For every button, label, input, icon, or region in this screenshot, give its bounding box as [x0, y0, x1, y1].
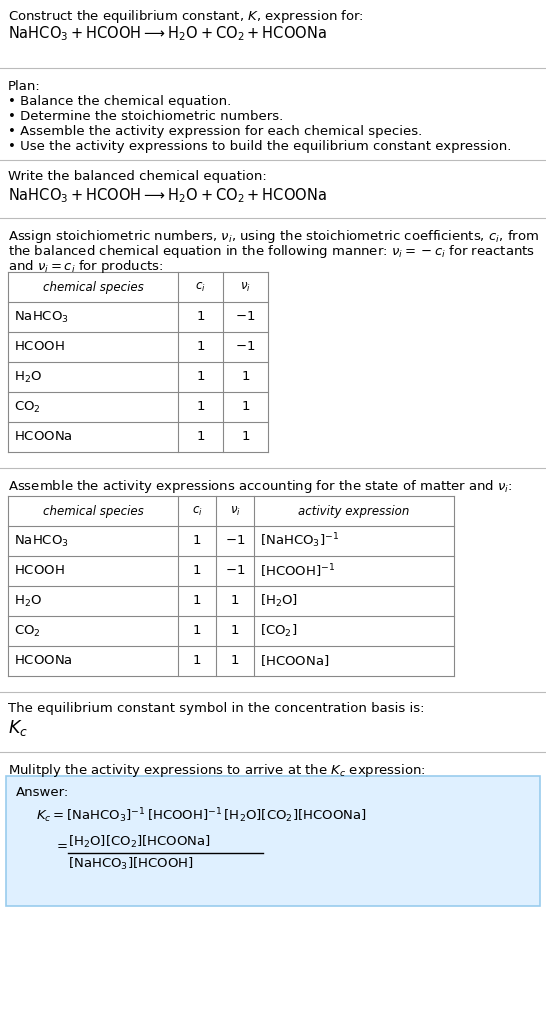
Text: 1: 1 — [196, 370, 205, 384]
Text: $[\mathrm{NaHCO_3}]^{-1}$: $[\mathrm{NaHCO_3}]^{-1}$ — [260, 532, 339, 551]
Text: 1: 1 — [193, 534, 201, 547]
Text: activity expression: activity expression — [298, 504, 410, 518]
Text: • Determine the stoichiometric numbers.: • Determine the stoichiometric numbers. — [8, 110, 283, 123]
Text: 1: 1 — [241, 400, 250, 413]
Text: 1: 1 — [193, 655, 201, 667]
Text: $[\mathrm{H_2O}]$: $[\mathrm{H_2O}]$ — [260, 593, 298, 609]
Text: $-1$: $-1$ — [235, 310, 256, 324]
Text: the balanced chemical equation in the following manner: $\nu_i = -c_i$ for react: the balanced chemical equation in the fo… — [8, 243, 535, 260]
Text: $\mathrm{HCOOH}$: $\mathrm{HCOOH}$ — [14, 340, 64, 354]
Text: $\mathrm{CO_2}$: $\mathrm{CO_2}$ — [14, 624, 41, 638]
Text: 1: 1 — [241, 431, 250, 443]
Text: $\mathrm{NaHCO_3 + HCOOH} \longrightarrow \mathrm{H_2O + CO_2 + HCOONa}$: $\mathrm{NaHCO_3 + HCOOH} \longrightarro… — [8, 186, 327, 205]
Text: $\mathrm{NaHCO_3}$: $\mathrm{NaHCO_3}$ — [14, 533, 69, 548]
Text: $\mathrm{H_2O}$: $\mathrm{H_2O}$ — [14, 594, 42, 608]
Text: 1: 1 — [196, 310, 205, 324]
Text: $[\mathrm{NaHCO_3}][\mathrm{HCOOH}]$: $[\mathrm{NaHCO_3}][\mathrm{HCOOH}]$ — [68, 856, 194, 872]
Text: $\mathrm{HCOOH}$: $\mathrm{HCOOH}$ — [14, 565, 64, 577]
Text: $K_c = [\mathrm{NaHCO_3}]^{-1}\,[\mathrm{HCOOH}]^{-1}\,[\mathrm{H_2O}][\mathrm{C: $K_c = [\mathrm{NaHCO_3}]^{-1}\,[\mathrm… — [36, 806, 367, 825]
Text: 1: 1 — [196, 340, 205, 354]
Text: 1: 1 — [193, 625, 201, 637]
Text: $-1$: $-1$ — [225, 534, 245, 547]
Text: $[\mathrm{HCOONa}]$: $[\mathrm{HCOONa}]$ — [260, 654, 329, 668]
Text: $\mathrm{HCOONa}$: $\mathrm{HCOONa}$ — [14, 431, 73, 443]
Text: • Balance the chemical equation.: • Balance the chemical equation. — [8, 95, 232, 108]
Text: 1: 1 — [196, 400, 205, 413]
Text: $c_i$: $c_i$ — [195, 280, 206, 294]
Text: $\nu_i$: $\nu_i$ — [230, 504, 240, 518]
Text: • Use the activity expressions to build the equilibrium constant expression.: • Use the activity expressions to build … — [8, 140, 512, 153]
FancyBboxPatch shape — [6, 776, 540, 906]
Text: Plan:: Plan: — [8, 80, 41, 93]
Text: $[\mathrm{CO_2}]$: $[\mathrm{CO_2}]$ — [260, 623, 298, 639]
Text: $[\mathrm{H_2O}][\mathrm{CO_2}][\mathrm{HCOONa}]$: $[\mathrm{H_2O}][\mathrm{CO_2}][\mathrm{… — [68, 834, 211, 851]
Text: $K_c$: $K_c$ — [8, 718, 28, 738]
Text: $\mathrm{CO_2}$: $\mathrm{CO_2}$ — [14, 399, 41, 414]
Text: 1: 1 — [241, 370, 250, 384]
Text: Assign stoichiometric numbers, $\nu_i$, using the stoichiometric coefficients, $: Assign stoichiometric numbers, $\nu_i$, … — [8, 228, 539, 245]
Text: 1: 1 — [231, 625, 239, 637]
Text: Assemble the activity expressions accounting for the state of matter and $\nu_i$: Assemble the activity expressions accoun… — [8, 478, 513, 495]
Text: $\mathrm{NaHCO_3}$: $\mathrm{NaHCO_3}$ — [14, 309, 69, 325]
Text: $-1$: $-1$ — [225, 565, 245, 577]
Text: $\mathrm{HCOONa}$: $\mathrm{HCOONa}$ — [14, 655, 73, 667]
Text: chemical species: chemical species — [43, 504, 144, 518]
Text: $c_i$: $c_i$ — [192, 504, 203, 518]
Text: Write the balanced chemical equation:: Write the balanced chemical equation: — [8, 170, 267, 182]
Text: 1: 1 — [196, 431, 205, 443]
Text: $\mathrm{H_2O}$: $\mathrm{H_2O}$ — [14, 369, 42, 385]
Text: $\nu_i$: $\nu_i$ — [240, 280, 251, 294]
Text: Construct the equilibrium constant, $K$, expression for:: Construct the equilibrium constant, $K$,… — [8, 8, 364, 25]
Text: 1: 1 — [193, 565, 201, 577]
Text: $=$: $=$ — [54, 838, 68, 852]
Text: • Assemble the activity expression for each chemical species.: • Assemble the activity expression for e… — [8, 125, 422, 138]
Text: chemical species: chemical species — [43, 280, 144, 294]
Text: Mulitply the activity expressions to arrive at the $K_c$ expression:: Mulitply the activity expressions to arr… — [8, 762, 426, 779]
Text: $[\mathrm{HCOOH}]^{-1}$: $[\mathrm{HCOOH}]^{-1}$ — [260, 562, 335, 579]
Text: and $\nu_i = c_i$ for products:: and $\nu_i = c_i$ for products: — [8, 258, 164, 275]
Text: $-1$: $-1$ — [235, 340, 256, 354]
Text: 1: 1 — [231, 655, 239, 667]
Text: The equilibrium constant symbol in the concentration basis is:: The equilibrium constant symbol in the c… — [8, 702, 424, 716]
Text: 1: 1 — [193, 595, 201, 607]
Text: 1: 1 — [231, 595, 239, 607]
Text: $\mathrm{NaHCO_3 + HCOOH} \longrightarrow \mathrm{H_2O + CO_2 + HCOONa}$: $\mathrm{NaHCO_3 + HCOOH} \longrightarro… — [8, 24, 327, 42]
Text: Answer:: Answer: — [16, 786, 69, 799]
